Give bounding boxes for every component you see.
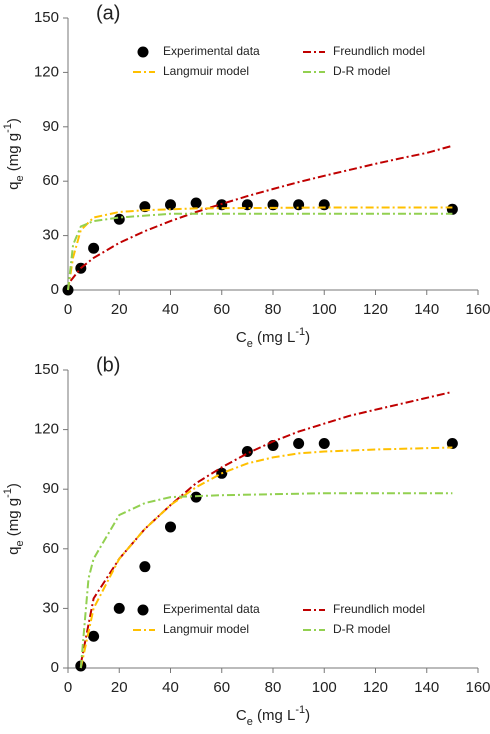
- y-tick-label: 150: [34, 9, 59, 26]
- x-tick-label: 80: [265, 679, 282, 696]
- legend: Experimental data Freundlich model Langmui…: [133, 44, 425, 78]
- y-tick-label: 120: [34, 421, 59, 438]
- y-tick-label: 90: [42, 118, 59, 135]
- model-line: [79, 390, 453, 665]
- data-point: [113, 213, 125, 225]
- legend-label: Experimental data: [163, 602, 260, 616]
- label-part: -1: [295, 326, 305, 338]
- x-tick-label: 0: [64, 301, 72, 318]
- legend-label: D-R model: [333, 64, 390, 78]
- legend-label: Freundlich model: [333, 602, 425, 616]
- data-point: [318, 199, 330, 211]
- x-tick-label: 100: [312, 301, 337, 318]
- x-tick-label: 120: [363, 679, 388, 696]
- label-part: ): [5, 118, 22, 123]
- model-line: [67, 206, 453, 291]
- x-tick-label: 140: [414, 679, 439, 696]
- x-tick-label: 60: [213, 301, 230, 318]
- legend: Experimental data Freundlich model Langmui…: [133, 602, 425, 636]
- model-line: [79, 446, 453, 669]
- x-tick-label: 80: [265, 301, 282, 318]
- data-point: [165, 521, 176, 533]
- label-part: e: [14, 175, 26, 181]
- label-part: ): [305, 329, 310, 346]
- label-part: -1: [2, 123, 14, 133]
- y-axis-label: qe (mg g-1): [2, 483, 26, 555]
- y-tick-label: 0: [51, 659, 59, 676]
- data-point: [88, 242, 100, 254]
- x-tick-label: 0: [64, 679, 72, 696]
- label-part: ): [305, 707, 310, 724]
- data-point: [190, 197, 202, 209]
- legend-label: Freundlich model: [333, 44, 425, 58]
- panel-label: (a): [96, 2, 120, 24]
- x-tick-label: 20: [111, 301, 128, 318]
- x-axis-label: Ce (mg L-1): [236, 704, 310, 728]
- model-line: [69, 144, 453, 282]
- label-part: (mg g: [5, 498, 22, 541]
- y-tick-label: 30: [42, 227, 59, 244]
- y-tick-label: 150: [34, 361, 59, 378]
- label-part: -1: [2, 488, 14, 498]
- x-tick-label: 20: [111, 679, 128, 696]
- data-point: [318, 438, 330, 450]
- x-tick-label: 120: [363, 301, 388, 318]
- y-tick-label: 60: [42, 172, 59, 189]
- data-point: [446, 438, 458, 450]
- y-tick-label: 30: [42, 599, 59, 616]
- label-part: -1: [295, 704, 305, 716]
- panel-label: (b): [96, 354, 120, 376]
- x-axis-label: Ce (mg L-1): [236, 326, 310, 350]
- x-tick-label: 60: [213, 679, 230, 696]
- x-tick-label: 100: [312, 679, 337, 696]
- label-part: ): [5, 483, 22, 488]
- x-tick-label: 40: [162, 301, 179, 318]
- data-point: [165, 199, 176, 211]
- model-line: [79, 492, 453, 669]
- legend-label: Langmuir model: [163, 64, 249, 78]
- label-part: e: [14, 540, 26, 546]
- y-axis-label: qe (mg g-1): [2, 118, 26, 190]
- y-tick-label: 90: [42, 480, 59, 497]
- label-part: (mg g: [5, 133, 22, 176]
- y-tick-label: 60: [42, 540, 59, 557]
- legend-label: D-R model: [333, 622, 390, 636]
- legend-marker: [137, 46, 149, 58]
- model-line: [67, 212, 453, 291]
- data-point: [293, 199, 305, 211]
- legend-label: Langmuir model: [163, 622, 249, 636]
- label-part: (mg L: [253, 329, 296, 346]
- data-point: [293, 438, 305, 450]
- x-tick-label: 160: [465, 301, 490, 318]
- label-part: e: [247, 716, 253, 728]
- panel: 0 30 60 90 120 150 0 20 40 60 80 100 120 140 160 (a) Ce …: [2, 2, 490, 350]
- label-part: C: [236, 707, 247, 724]
- x-tick-label: 140: [414, 301, 439, 318]
- label-part: C: [236, 329, 247, 346]
- label-part: q: [5, 182, 22, 190]
- data-point: [88, 630, 100, 642]
- data-point: [139, 561, 151, 573]
- y-tick-label: 0: [51, 281, 59, 298]
- y-tick-label: 120: [34, 63, 59, 80]
- x-tick-label: 160: [465, 679, 490, 696]
- x-tick-label: 40: [162, 679, 179, 696]
- label-part: e: [247, 338, 253, 350]
- legend-label: Experimental data: [163, 44, 260, 58]
- panel: 0 30 60 90 120 150 0 20 40 60 80 100 120 140 160 (b) Ce …: [2, 354, 490, 728]
- legend-marker: [137, 604, 149, 616]
- data-point: [113, 602, 125, 614]
- label-part: q: [5, 547, 22, 555]
- label-part: (mg L: [253, 707, 296, 724]
